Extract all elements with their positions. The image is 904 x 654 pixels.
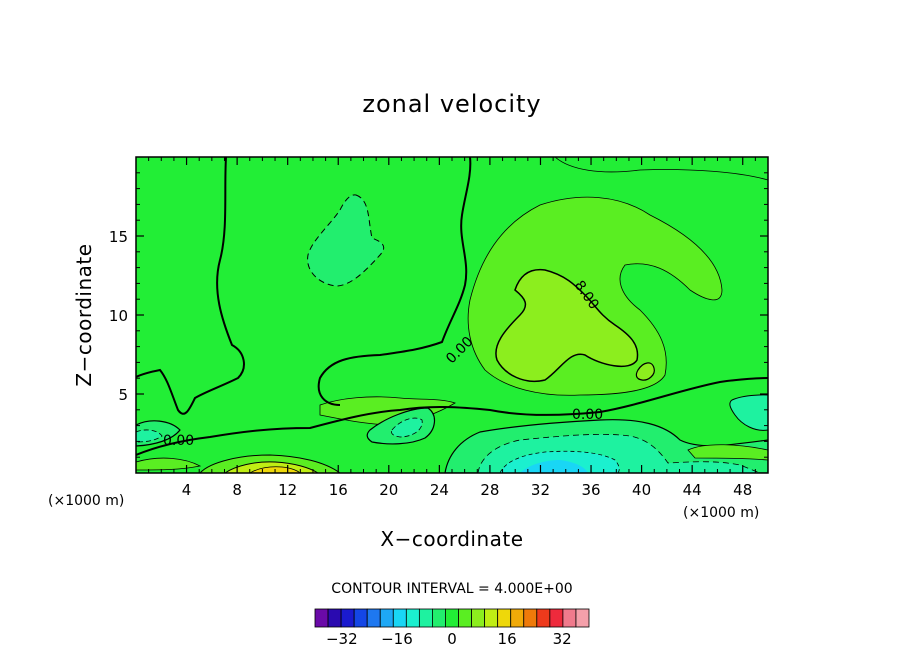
- zero-contour-left: [136, 157, 245, 415]
- colorbar-swatch: [536, 608, 551, 628]
- x-tick-label: 40: [632, 481, 651, 499]
- colorbar-swatch: [523, 608, 538, 628]
- region-left-negative-2: [136, 429, 163, 443]
- colorbar-tick-label: −32: [326, 630, 358, 648]
- upper-right-contour: [554, 157, 768, 181]
- y-tick-label: 5: [118, 386, 128, 404]
- region-upper-left-pocket: [307, 194, 385, 287]
- colorbar-swatch: [327, 608, 342, 628]
- contour-interval-text: CONTOUR INTERVAL = 4.000E+00: [331, 581, 572, 597]
- y-tick-label: 10: [109, 307, 128, 325]
- chart-title: zonal velocity: [362, 90, 541, 118]
- zero-contour-lower: [136, 377, 768, 456]
- colorbar: −32 −16 0 16 32: [314, 608, 590, 648]
- plot-area: [136, 157, 768, 473]
- x-tick-label: 8: [232, 481, 242, 499]
- x-tick-label: 48: [733, 481, 752, 499]
- colorbar-swatch: [484, 608, 499, 628]
- colorbar-swatch: [405, 608, 420, 628]
- x-tick-label: 36: [581, 481, 600, 499]
- colorbar-swatch: [497, 608, 512, 628]
- region-right-pocket: [729, 394, 768, 431]
- contour-label: 0.00: [572, 407, 603, 423]
- contour-label: 0.00: [163, 433, 194, 449]
- colorbar-swatch: [418, 608, 433, 628]
- colorbar-tick-label: 32: [553, 630, 572, 648]
- x-tick-label: 16: [329, 481, 348, 499]
- colorbar-swatch: [314, 608, 329, 628]
- x-tick-label: 32: [531, 481, 550, 499]
- y-axis-label: Z−coordinate: [72, 243, 96, 386]
- colorbar-swatch: [510, 608, 525, 628]
- region-core-max: [495, 268, 639, 382]
- colorbar-swatch: [562, 608, 577, 628]
- x-tick-label: 4: [182, 481, 192, 499]
- colorbar-swatch: [353, 608, 368, 628]
- x-tick-label: 12: [278, 481, 297, 499]
- colorbar-swatch: [471, 608, 486, 628]
- region-small-max: [635, 362, 655, 381]
- colorbar-swatch: [432, 608, 446, 628]
- region-bottom-band-right: [687, 444, 768, 461]
- colorbar-swatch: [458, 608, 472, 628]
- colorbar-swatch: [445, 608, 459, 628]
- colorbar-tick-label: 16: [498, 630, 517, 648]
- colorbar-swatch: [549, 608, 564, 628]
- x-tick-label: 44: [683, 481, 702, 499]
- colorbar-tick-label: −16: [381, 630, 413, 648]
- colorbar-swatch: [575, 608, 590, 628]
- colorbar-swatch: [366, 608, 381, 628]
- colorbar-tick-label: 0: [447, 630, 457, 648]
- zero-contour-mid: [317, 157, 472, 406]
- region-mid-negative-inner: [391, 417, 423, 438]
- colorbar-swatch: [379, 608, 394, 628]
- region-bottom-band: [136, 457, 202, 471]
- x-tick-label: 28: [480, 481, 499, 499]
- x-tick-label: 20: [379, 481, 398, 499]
- x-unit-left: (×1000 m): [48, 493, 124, 509]
- x-unit-right: (×1000 m): [683, 505, 759, 521]
- colorbar-swatch: [340, 608, 355, 628]
- x-axis-label: X−coordinate: [380, 527, 523, 551]
- colorbar-swatch: [392, 608, 407, 628]
- region-surface-cyan-core: [520, 460, 588, 473]
- x-tick-label: 24: [430, 481, 449, 499]
- field-background: [136, 157, 768, 473]
- y-tick-label: 15: [109, 228, 128, 246]
